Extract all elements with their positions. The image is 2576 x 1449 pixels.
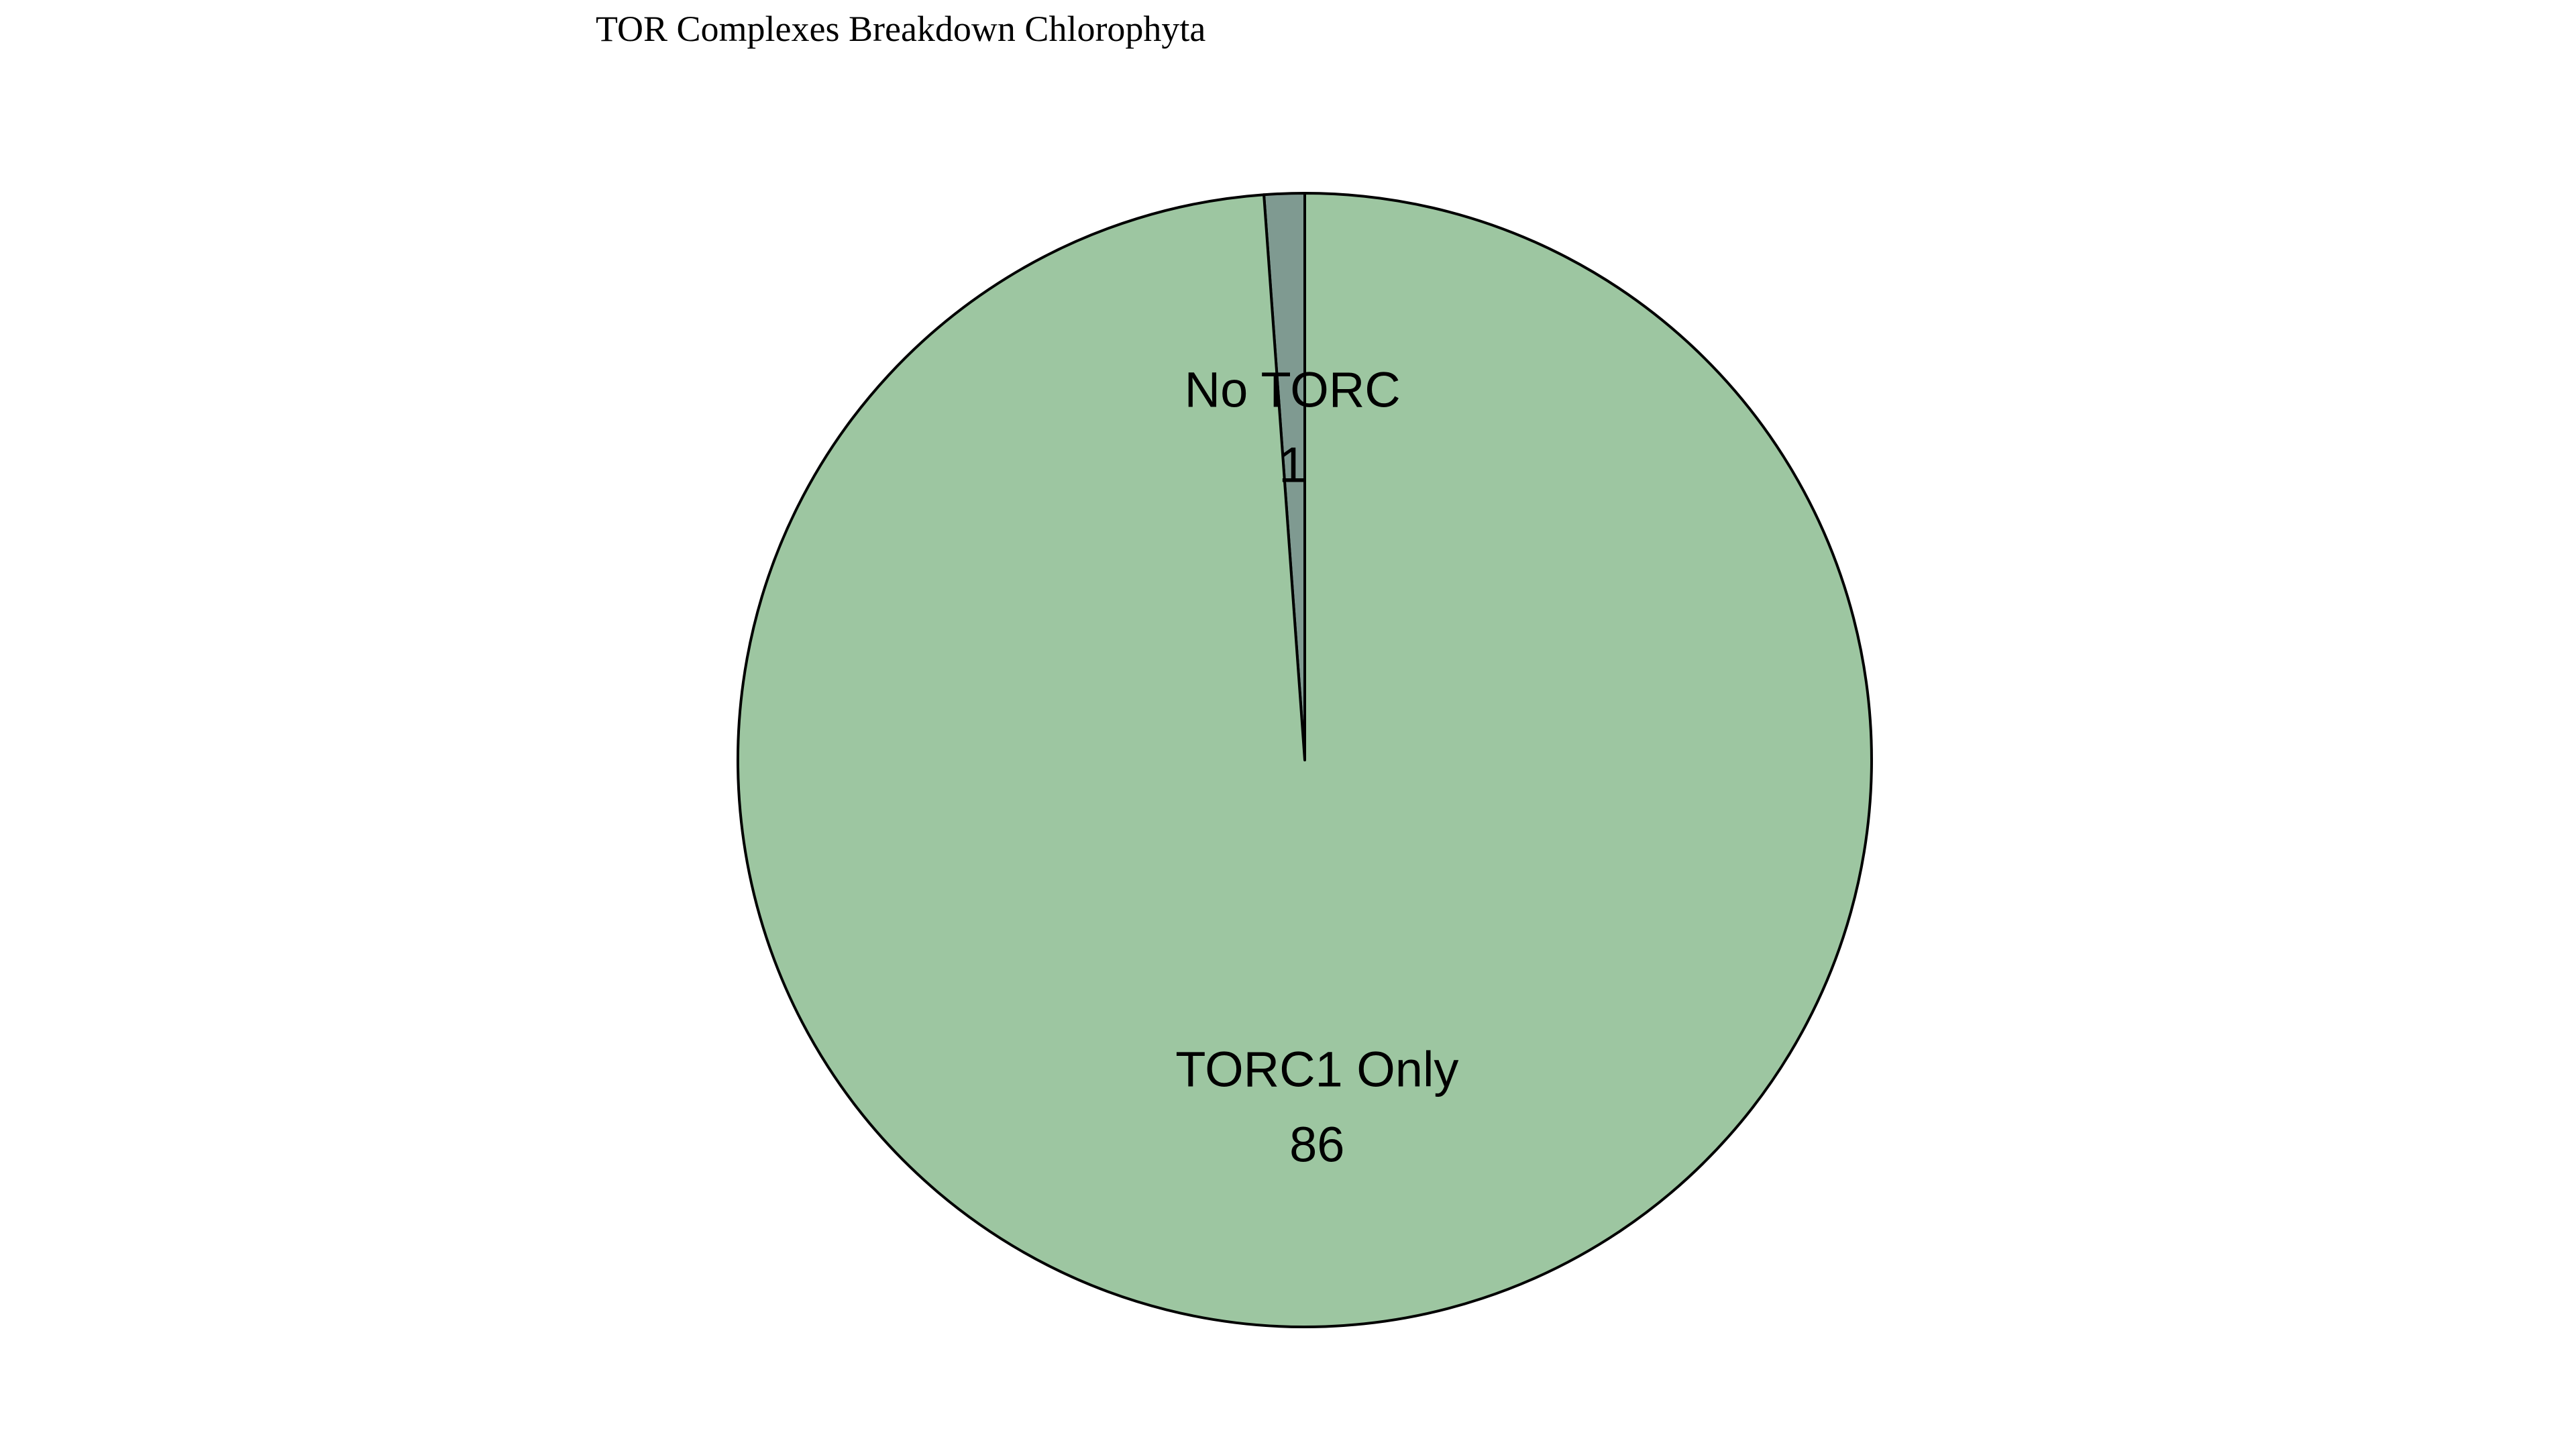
slice-value-label: 86 bbox=[1289, 1117, 1344, 1173]
slice-label: No TORC bbox=[1185, 362, 1401, 417]
slice-value-label: 1 bbox=[1279, 437, 1306, 492]
pie-labels: No TORC 1 TORC1 Only 86 bbox=[1175, 362, 1458, 1172]
chart-title: TOR Complexes Breakdown Chlorophyta bbox=[596, 9, 1206, 49]
pie-slice-torc1-only bbox=[736, 192, 1873, 1328]
pie-slices bbox=[736, 191, 1873, 1328]
slice-label: TORC1 Only bbox=[1175, 1042, 1458, 1097]
